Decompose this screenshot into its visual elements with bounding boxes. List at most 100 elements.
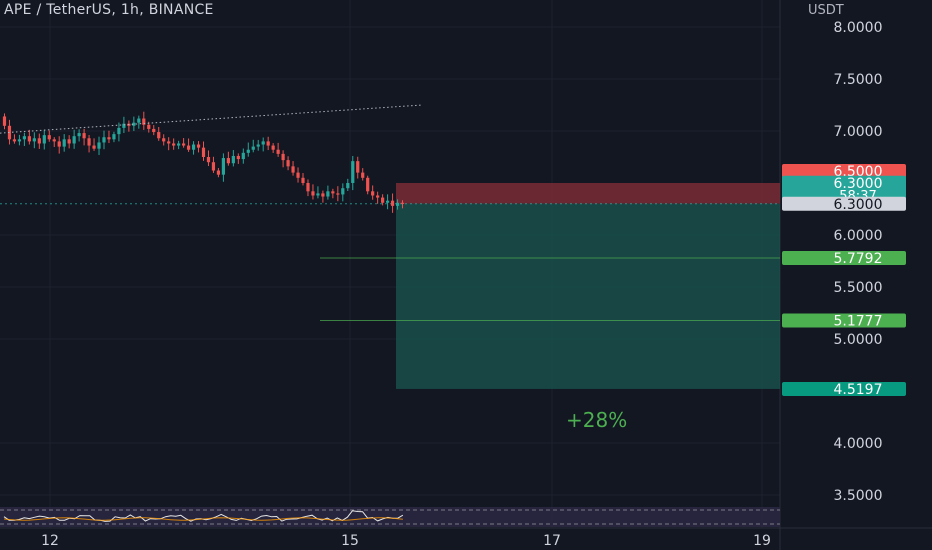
candle-body [356, 161, 360, 173]
candle-body [341, 188, 345, 195]
currency-label: USDT [808, 3, 844, 18]
candle-body [147, 124, 151, 129]
candle-body [87, 138, 91, 146]
candle-body [256, 144, 260, 147]
candle-body [371, 191, 375, 196]
candle-body [246, 149, 250, 153]
candle-body [226, 158, 230, 164]
candle-body [157, 132, 161, 139]
candle-body [336, 193, 340, 195]
candle-body [296, 172, 300, 178]
candle-body [142, 118, 146, 125]
y-tick-label: 7.0000 [834, 124, 883, 140]
candle-body [321, 193, 325, 197]
last-price-badge [782, 196, 906, 211]
candle-body [201, 147, 206, 157]
candle-body [236, 155, 240, 160]
candle-body [206, 157, 211, 163]
candle-body [351, 161, 355, 183]
candle-body [92, 145, 96, 149]
candle-body [12, 139, 17, 142]
target-price-badge-label: 5.1777 [834, 314, 883, 330]
candle-body [346, 183, 350, 189]
candle-body [316, 193, 320, 196]
candle-body [281, 153, 285, 161]
candle-body [186, 145, 191, 150]
candle-body [47, 135, 51, 140]
candle-body [62, 139, 66, 147]
y-tick-label: 8.0000 [834, 20, 883, 36]
candle-body [72, 136, 76, 144]
x-tick-label: 12 [41, 533, 59, 549]
rsi-panel [0, 507, 780, 527]
candle-body [37, 138, 41, 144]
candle-body [395, 202, 400, 206]
candle-body [177, 143, 181, 146]
position-zones [0, 183, 780, 389]
candle-body [67, 139, 71, 144]
candle-body [52, 139, 56, 142]
candle-body [366, 177, 370, 192]
entry-price-badge-label: 6.3000 [834, 176, 883, 192]
price-axis: 8.0000 7.5000 7.0000 6.0000 5.5000 5.0000 4.00… [41, 20, 906, 549]
candle-body [57, 141, 61, 147]
candle-body [32, 138, 36, 142]
target-percent-label: +28% [566, 408, 628, 432]
candle-body [132, 122, 136, 126]
candle-body [231, 155, 235, 164]
target-price-badge-label: 5.7792 [834, 251, 883, 267]
candle-body [286, 160, 290, 167]
rsi-background [0, 507, 780, 527]
candle-body [241, 152, 245, 160]
y-tick-label: 6.0000 [834, 228, 883, 244]
candle-body [291, 166, 295, 173]
y-tick-label: 5.5000 [834, 280, 883, 296]
stop-loss-zone [396, 183, 780, 204]
x-tick-label: 17 [543, 533, 561, 549]
candle-body [216, 170, 221, 175]
candle-body [97, 142, 101, 149]
y-tick-label: 4.0000 [834, 436, 883, 452]
candle-body [301, 177, 305, 183]
candle-body [326, 191, 330, 197]
profit-target-zone [396, 203, 780, 389]
y-tick-label: 7.5000 [834, 72, 883, 88]
candle-body [102, 137, 106, 143]
entry-price-badge [782, 175, 906, 202]
rsi-signal-line [3, 517, 403, 521]
candle-body [271, 145, 275, 150]
candle-body [17, 139, 22, 142]
candle-body [266, 141, 270, 146]
y-tick-label: 5.0000 [834, 332, 883, 348]
candle-body [196, 144, 201, 148]
candle-body [107, 137, 111, 140]
candle-body [112, 134, 116, 140]
candle-body [381, 197, 385, 203]
candle-body [152, 128, 156, 133]
candle-body [306, 183, 310, 192]
y-tick-label: 3.5000 [834, 488, 883, 504]
candle-body [390, 200, 395, 206]
candle-body [211, 162, 216, 171]
candle-body [385, 200, 390, 203]
candle-body [311, 191, 315, 196]
candle-body [162, 138, 166, 142]
candle-body [400, 202, 405, 204]
candle-body [376, 195, 380, 198]
candle-body [77, 133, 81, 137]
candle-body [361, 172, 365, 178]
final-target-badge-label: 4.5197 [834, 382, 883, 398]
candle-body [331, 191, 335, 194]
candle-body [276, 149, 280, 154]
candlestick-series [0, 104, 423, 213]
stop-price-badge [782, 164, 906, 178]
candle-body [172, 143, 176, 146]
candle-body [27, 136, 31, 142]
trend-line [0, 104, 423, 134]
candle-body [2, 116, 7, 126]
candle-body [122, 123, 126, 128]
candle-body [137, 118, 141, 123]
candle-body [22, 136, 26, 140]
candle-body [221, 158, 226, 175]
